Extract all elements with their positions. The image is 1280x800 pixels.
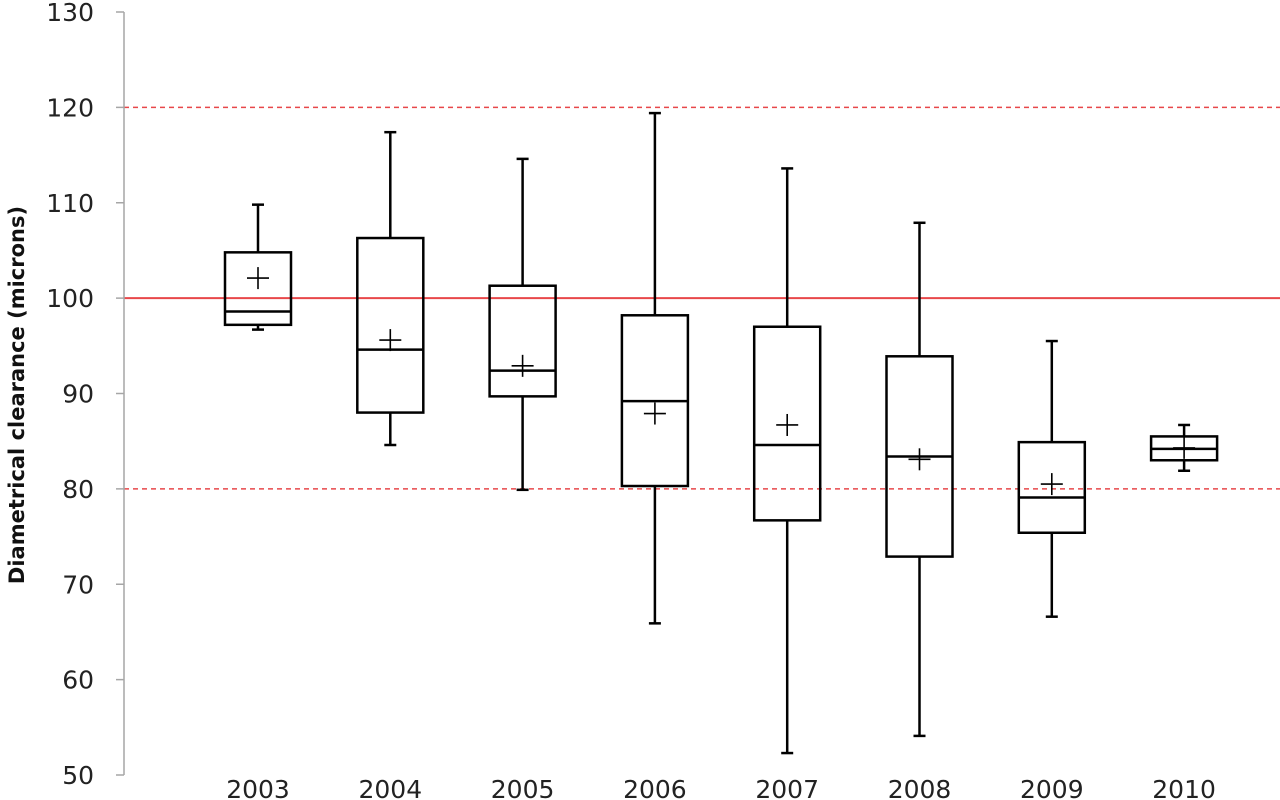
box-iqr <box>488 284 557 398</box>
y-tick-label: 50 <box>62 761 94 790</box>
x-tick-label: 2005 <box>491 775 555 800</box>
x-tick-label: 2003 <box>226 775 290 800</box>
box-2005 <box>488 157 557 492</box>
box-2009 <box>1017 339 1087 618</box>
box-2008 <box>885 221 954 738</box>
x-tick-label: 2008 <box>888 775 952 800</box>
y-tick-label: 80 <box>62 475 94 504</box>
y-tick-label: 120 <box>46 93 94 122</box>
box-2010 <box>1149 423 1219 473</box>
y-tick-label: 130 <box>46 0 94 27</box>
box-2003 <box>223 203 293 331</box>
box-iqr <box>1017 440 1087 534</box>
y-tick-label: 90 <box>62 380 94 409</box>
x-tick-label: 2007 <box>755 775 819 800</box>
x-tick-label: 2006 <box>623 775 687 800</box>
x-tick-label: 2004 <box>358 775 422 800</box>
box-iqr <box>356 236 425 414</box>
y-axis: 50 60 70 80 90 100 110 120 130 <box>46 0 125 790</box>
y-tick-label: 70 <box>62 570 94 599</box>
boxes <box>223 111 1219 755</box>
x-tick-label: 2009 <box>1020 775 1084 800</box>
x-tick-label: 2010 <box>1152 775 1216 800</box>
x-axis-labels: 2003 2004 2005 2006 2007 2008 2009 2010 <box>226 775 1216 800</box>
box-2006 <box>620 111 690 625</box>
y-tick-label: 100 <box>46 284 94 313</box>
box-iqr <box>223 251 293 327</box>
box-iqr <box>752 325 822 522</box>
box-2004 <box>356 130 425 447</box>
y-tick-label: 110 <box>46 189 94 218</box>
y-axis-label: Diametrical clearance (microns) <box>5 206 29 584</box>
y-tick-label: 60 <box>62 666 94 695</box>
box-2007 <box>752 167 822 755</box>
reference-lines <box>124 106 1280 490</box>
